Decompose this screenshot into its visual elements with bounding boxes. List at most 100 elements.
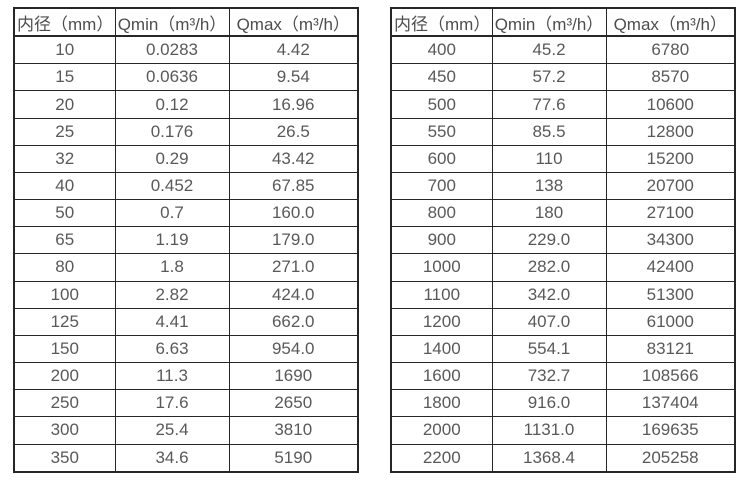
table-row: 25 0.176 26.5	[13, 117, 359, 146]
table-cell: 45.2	[491, 35, 607, 65]
table-cell: 25	[13, 117, 116, 146]
table-cell: 83121	[605, 334, 736, 364]
table-cell: 250	[13, 389, 116, 418]
table-cell: 34300	[605, 226, 736, 255]
table-cell: 200	[13, 362, 116, 391]
table-cell: 0.29	[114, 144, 230, 173]
table-row: 65 1.19 179.0	[13, 226, 359, 255]
table-cell: 1000	[390, 253, 493, 282]
table-cell: 1368.4	[491, 443, 607, 473]
table-cell: 2200	[390, 443, 493, 473]
table-cell: 0.0636	[114, 63, 230, 92]
table-row: 1100 342.0 51300	[390, 280, 736, 309]
table-cell: 271.0	[228, 253, 359, 282]
table-row: 500 77.6 10600	[390, 90, 736, 119]
table-cell: 0.176	[114, 117, 230, 146]
table-cell: 26.5	[228, 117, 359, 146]
table-cell: 2650	[228, 389, 359, 418]
table-cell: 32	[13, 144, 116, 173]
table-cell: 11.3	[114, 362, 230, 391]
table-cell: 34.6	[114, 443, 230, 473]
table-cell: 20700	[605, 171, 736, 201]
column-header: 内径（mm）	[13, 7, 116, 37]
table-row: 1000 282.0 42400	[390, 253, 736, 282]
table-row: 1800 916.0 137404	[390, 389, 736, 418]
table-cell: 450	[390, 63, 493, 92]
table-cell: 1200	[390, 307, 493, 336]
table-cell: 732.7	[491, 362, 607, 391]
table-cell: 17.6	[114, 389, 230, 418]
column-header: Qmin（m³/h）	[114, 7, 230, 37]
table-cell: 1600	[390, 362, 493, 391]
table-row: 2200 1368.4 205258	[390, 443, 736, 473]
table-cell: 5190	[228, 443, 359, 473]
table-row: 40 0.452 67.85	[13, 171, 359, 201]
table-cell: 0.12	[114, 90, 230, 119]
flow-rate-table-large-diameters: 内径（mm） Qmin（m³/h） Qmax（m³/h） 400 45.2 6780 450…	[390, 7, 736, 473]
table-cell: 0.452	[114, 171, 230, 201]
table-cell: 150	[13, 334, 116, 364]
table-cell: 100	[13, 280, 116, 309]
table-row: 20 0.12 16.96	[13, 90, 359, 119]
table-row: 1200 407.0 61000	[390, 307, 736, 336]
table-cell: 229.0	[491, 226, 607, 255]
table-row: 800 180 27100	[390, 199, 736, 228]
table-cell: 15	[13, 63, 116, 92]
table-row: 900 229.0 34300	[390, 226, 736, 255]
table-row: 32 0.29 43.42	[13, 144, 359, 173]
table-cell: 1690	[228, 362, 359, 391]
table-cell: 67.85	[228, 171, 359, 201]
header-row: 内径（mm） Qmin（m³/h） Qmax（m³/h）	[13, 7, 359, 37]
table-cell: 800	[390, 199, 493, 228]
table-cell: 42400	[605, 253, 736, 282]
table-cell: 1100	[390, 280, 493, 309]
table-cell: 180	[491, 199, 607, 228]
table-cell: 0.7	[114, 199, 230, 228]
table-cell: 179.0	[228, 226, 359, 255]
table-cell: 110	[491, 144, 607, 173]
table-cell: 20	[13, 90, 116, 119]
table-cell: 1800	[390, 389, 493, 418]
table-cell: 550	[390, 117, 493, 146]
table-cell: 900	[390, 226, 493, 255]
table-cell: 2.82	[114, 280, 230, 309]
flow-rate-table-small-diameters: 内径（mm） Qmin（m³/h） Qmax（m³/h） 10 0.0283 4.42 15…	[13, 7, 359, 473]
column-header: 内径（mm）	[390, 7, 493, 37]
table-row: 600 110 15200	[390, 144, 736, 173]
table-cell: 25.4	[114, 416, 230, 445]
table-cell: 1.19	[114, 226, 230, 255]
table-row: 400 45.2 6780	[390, 35, 736, 65]
table-cell: 65	[13, 226, 116, 255]
table-cell: 16.96	[228, 90, 359, 119]
table-row: 50 0.7 160.0	[13, 199, 359, 228]
table-cell: 500	[390, 90, 493, 119]
table-row: 15 0.0636 9.54	[13, 63, 359, 92]
table-row: 150 6.63 954.0	[13, 334, 359, 364]
table-row: 450 57.2 8570	[390, 63, 736, 92]
table-cell: 77.6	[491, 90, 607, 119]
table-cell: 80	[13, 253, 116, 282]
table-cell: 6780	[605, 35, 736, 65]
table-row: 2000 1131.0 169635	[390, 416, 736, 445]
table-cell: 10600	[605, 90, 736, 119]
column-header: Qmax（m³/h）	[228, 7, 359, 37]
table-cell: 300	[13, 416, 116, 445]
table-cell: 0.0283	[114, 35, 230, 65]
table-cell: 169635	[605, 416, 736, 445]
table-cell: 160.0	[228, 199, 359, 228]
table-cell: 6.63	[114, 334, 230, 364]
table-cell: 662.0	[228, 307, 359, 336]
column-header: Qmin（m³/h）	[491, 7, 607, 37]
table-row: 10 0.0283 4.42	[13, 35, 359, 65]
table-row: 200 11.3 1690	[13, 362, 359, 391]
table-row: 300 25.4 3810	[13, 416, 359, 445]
table-cell: 554.1	[491, 334, 607, 364]
table-cell: 27100	[605, 199, 736, 228]
table-cell: 10	[13, 35, 116, 65]
table-cell: 700	[390, 171, 493, 201]
table-row: 100 2.82 424.0	[13, 280, 359, 309]
table-cell: 400	[390, 35, 493, 65]
table-row: 125 4.41 662.0	[13, 307, 359, 336]
column-header: Qmax（m³/h）	[605, 7, 736, 37]
table-cell: 85.5	[491, 117, 607, 146]
